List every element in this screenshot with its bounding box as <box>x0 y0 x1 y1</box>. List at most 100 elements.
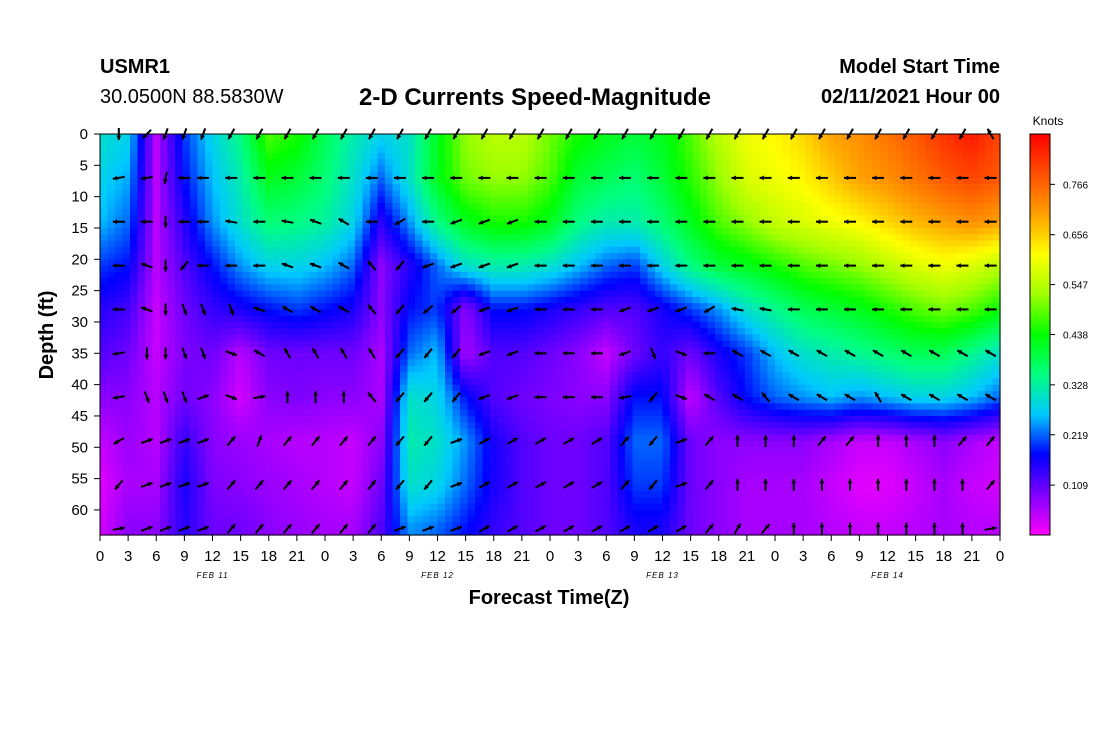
heatmap-cell <box>235 146 244 154</box>
heatmap-cell <box>182 134 191 141</box>
heatmap-cell <box>302 221 311 229</box>
heatmap-cell <box>940 159 949 166</box>
heatmap-cell <box>385 240 394 248</box>
heatmap-cell <box>977 209 986 217</box>
heatmap-cell <box>565 221 574 229</box>
heatmap-cell <box>587 165 596 173</box>
heatmap-cell <box>347 365 356 373</box>
heatmap-cell <box>970 215 979 223</box>
heatmap-cell <box>205 303 214 311</box>
heatmap-cell <box>265 227 274 235</box>
heatmap-cell <box>722 196 731 204</box>
heatmap-cell <box>452 365 461 373</box>
heatmap-cell <box>340 159 349 166</box>
heatmap-cell <box>542 365 551 373</box>
heatmap-cell <box>887 290 896 298</box>
heatmap-cell <box>820 259 829 267</box>
heatmap-cell <box>805 215 814 223</box>
heatmap-cell <box>745 353 754 361</box>
heatmap-cell <box>985 190 994 198</box>
heatmap-cell <box>452 184 461 191</box>
heatmap-cell <box>265 209 274 217</box>
heatmap-cell <box>175 146 184 154</box>
heatmap-cell <box>302 353 311 361</box>
heatmap-cell <box>527 353 536 361</box>
heatmap-cell <box>115 165 124 173</box>
heatmap-cell <box>700 253 709 260</box>
heatmap-cell <box>235 359 244 367</box>
heatmap-cell <box>415 202 424 210</box>
heatmap-cell <box>392 347 401 354</box>
heatmap-cell <box>565 140 574 148</box>
heatmap-cell <box>985 290 994 298</box>
heatmap-cell <box>677 134 686 141</box>
heatmap-cell <box>430 384 439 392</box>
heatmap-cell <box>160 159 169 166</box>
heatmap-cell <box>475 165 484 173</box>
heatmap-cell <box>970 202 979 210</box>
heatmap-cell <box>782 378 791 386</box>
heatmap-cell <box>265 202 274 210</box>
heatmap-cell <box>857 271 866 279</box>
heatmap-cell <box>715 271 724 279</box>
heatmap-cell <box>895 309 904 317</box>
heatmap-cell <box>640 221 649 229</box>
heatmap-cell <box>550 253 559 260</box>
heatmap-cell <box>962 347 971 354</box>
heatmap-cell <box>190 365 199 373</box>
heatmap-cell <box>917 177 926 185</box>
heatmap-cell <box>707 253 716 260</box>
heatmap-cell <box>947 278 956 285</box>
heatmap-cell <box>805 171 814 179</box>
heatmap-cell <box>692 359 701 367</box>
heatmap-cell <box>752 159 761 166</box>
heatmap-cell <box>227 234 236 242</box>
heatmap-cell <box>115 140 124 148</box>
heatmap-cell <box>805 152 814 160</box>
heatmap-cell <box>812 290 821 298</box>
heatmap-cell <box>692 159 701 166</box>
heatmap-cell <box>205 140 214 148</box>
heatmap-cell <box>257 390 266 398</box>
heatmap-cell <box>947 209 956 217</box>
heatmap-cell <box>745 196 754 204</box>
heatmap-cell <box>715 240 724 248</box>
heatmap-cell <box>152 159 161 166</box>
heatmap-cell <box>490 309 499 317</box>
heatmap-cell <box>760 196 769 204</box>
heatmap-cell <box>250 372 259 379</box>
heatmap-cell <box>257 265 266 273</box>
heatmap-cell <box>677 140 686 148</box>
heatmap-cell <box>820 152 829 160</box>
heatmap-cell <box>917 278 926 285</box>
heatmap-cell <box>377 271 386 279</box>
heatmap-cell <box>985 221 994 229</box>
heatmap-cell <box>715 190 724 198</box>
heatmap-cell <box>602 390 611 398</box>
heatmap-cell <box>865 321 874 329</box>
heatmap-cell <box>467 296 476 304</box>
heatmap-cell <box>257 315 266 323</box>
heatmap-cell <box>550 347 559 354</box>
heatmap-cell <box>917 259 926 267</box>
heatmap-cell <box>175 265 184 273</box>
heatmap-cell <box>302 372 311 379</box>
heatmap-cell <box>970 271 979 279</box>
heatmap-cell <box>865 171 874 179</box>
heatmap-cell <box>122 259 131 267</box>
heatmap-cell <box>317 171 326 179</box>
heatmap-cell <box>520 290 529 298</box>
heatmap-cell <box>167 202 176 210</box>
heatmap-cell <box>565 259 574 267</box>
heatmap-cell <box>835 265 844 273</box>
heatmap-cell <box>880 240 889 248</box>
heatmap-cell <box>505 165 514 173</box>
heatmap-cell <box>850 340 859 348</box>
heatmap-cell <box>970 146 979 154</box>
heatmap-cell <box>625 309 634 317</box>
heatmap-cell <box>407 390 416 398</box>
heatmap-cell <box>707 140 716 148</box>
heatmap-cell <box>272 159 281 166</box>
heatmap-cell <box>407 140 416 148</box>
heatmap-cell <box>437 221 446 229</box>
